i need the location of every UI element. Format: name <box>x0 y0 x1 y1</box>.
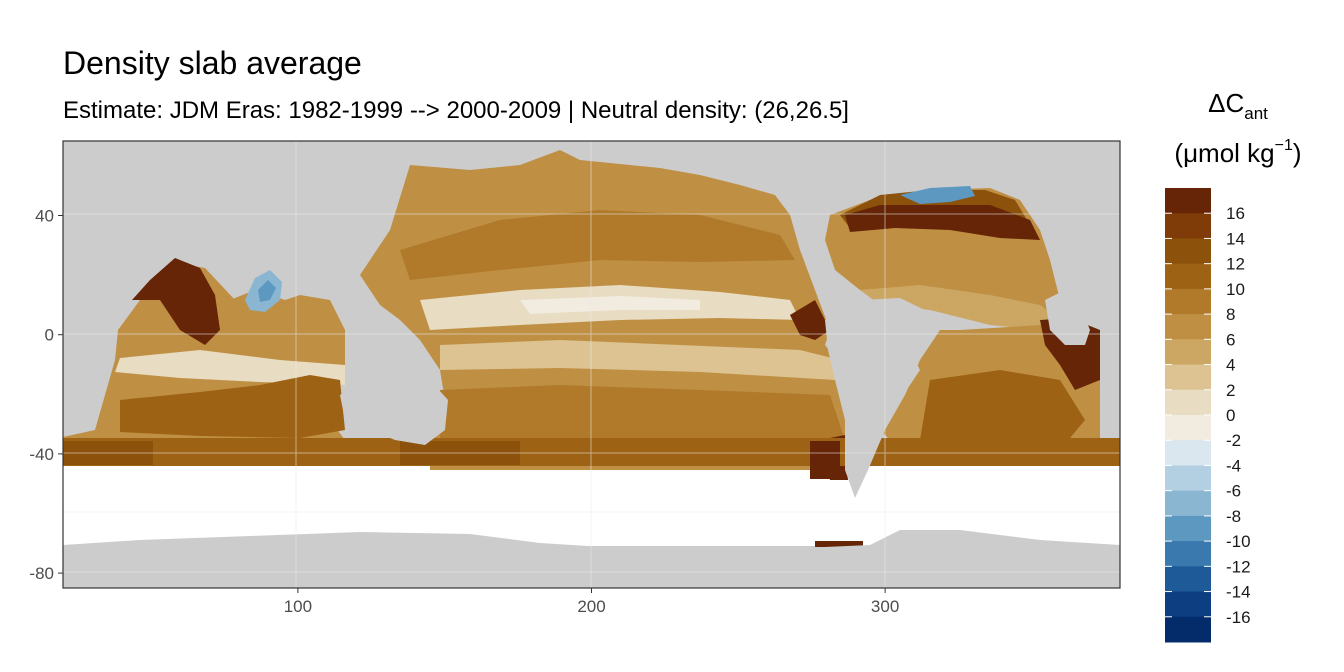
colorbar-labels: 16 14 12 10 8 6 4 2 0 -2 -4 -6 -8 -10 -12 -14 -16 <box>1165 204 1251 627</box>
colorbar-bin <box>1165 440 1211 466</box>
south-pacific-gyre <box>440 385 845 445</box>
colorbar-bin <box>1165 238 1211 265</box>
colorbar-bin <box>1165 415 1211 441</box>
colorbar-label: 12 <box>1226 255 1245 274</box>
y-axis: 40 0 -40 -80 <box>29 207 63 583</box>
indian-south-gyre <box>120 375 345 438</box>
legend-unit-open: (μmol kg <box>1174 138 1274 168</box>
weddell-margin <box>815 541 863 547</box>
colorbar-label: 2 <box>1226 381 1235 400</box>
colorbar-bin <box>1165 288 1211 315</box>
south-pacific-band <box>440 340 840 380</box>
colorbar-label: 14 <box>1226 229 1245 248</box>
arabian-sea <box>132 258 220 345</box>
colorbar-label: 10 <box>1226 280 1245 299</box>
peru-upwelling <box>790 300 830 340</box>
legend-unit-close: ) <box>1293 138 1302 168</box>
x-tick-label: 100 <box>284 597 312 616</box>
legend: ΔCant (μmol kg−1) 16 14 12 10 8 6 4 2 0 -2 -4 -6 -8 -… <box>1165 88 1302 643</box>
grid <box>63 141 1120 588</box>
colorbar-label: 8 <box>1226 305 1235 324</box>
colorbar-label: 16 <box>1226 204 1245 223</box>
legend-unit-sup: −1 <box>1275 137 1293 154</box>
south-atlantic-gyre <box>920 370 1085 450</box>
x-axis: 100 200 300 <box>284 588 899 616</box>
southern-band-chile <box>810 441 840 479</box>
colorbar-label: -14 <box>1226 583 1251 602</box>
chart-subtitle: Estimate: JDM Eras: 1982-1999 --> 2000-2… <box>63 97 849 124</box>
africa <box>1045 290 1090 345</box>
colorbar-bin <box>1165 389 1211 416</box>
x-tick-label: 300 <box>871 597 899 616</box>
tropical-atlantic <box>860 285 1060 330</box>
colorbar-bin <box>1165 591 1211 618</box>
north-pacific-band <box>400 210 795 280</box>
colorbar-label: 4 <box>1226 356 1235 375</box>
legend-subscript: ant <box>1244 104 1268 123</box>
colorbar-label: 0 <box>1226 406 1235 425</box>
legend-unit: (μmol kg−1) <box>1174 137 1301 168</box>
colorbar-bin <box>1165 541 1211 567</box>
colorbar <box>1165 188 1211 643</box>
colorbar-bin <box>1165 213 1211 239</box>
legend-title: ΔCant <box>1208 88 1268 123</box>
colorbar-label: -16 <box>1226 608 1251 627</box>
sea-of-japan-core <box>258 280 276 302</box>
south-america <box>825 298 940 498</box>
colorbar-bin <box>1165 515 1211 542</box>
colorbar-label: -4 <box>1226 456 1241 475</box>
y-tick-label: -40 <box>29 445 54 464</box>
australia <box>340 370 448 445</box>
colorbar-bin <box>1165 616 1211 643</box>
y-tick-label: 40 <box>35 207 54 226</box>
colorbar-bin <box>1165 465 1211 492</box>
colorbar-label: -10 <box>1226 532 1251 551</box>
y-tick-label: 0 <box>45 326 54 345</box>
colorbar-bin <box>1165 314 1211 340</box>
colorbar-bin <box>1165 263 1211 290</box>
y-tick-label: -80 <box>29 564 54 583</box>
indian-equatorial-band <box>115 350 345 385</box>
x-tick-label: 200 <box>577 597 605 616</box>
colorbar-label: -8 <box>1226 507 1241 526</box>
colorbar-label: 6 <box>1226 330 1235 349</box>
colorbar-label: -2 <box>1226 431 1241 450</box>
labrador-sea-blue <box>900 186 975 204</box>
map-panel <box>63 141 1120 588</box>
colorbar-bin <box>1165 188 1211 214</box>
colorbar-bin <box>1165 490 1211 517</box>
colorbar-label: -6 <box>1226 482 1241 501</box>
equatorial-pacific-inner <box>520 296 700 314</box>
chart-title: Density slab average <box>63 45 362 81</box>
colorbar-bin <box>1165 339 1211 366</box>
colorbar-label: -12 <box>1226 557 1251 576</box>
legend-symbol: ΔC <box>1208 88 1244 118</box>
colorbar-bin <box>1165 566 1211 593</box>
colorbar-bin <box>1165 364 1211 391</box>
